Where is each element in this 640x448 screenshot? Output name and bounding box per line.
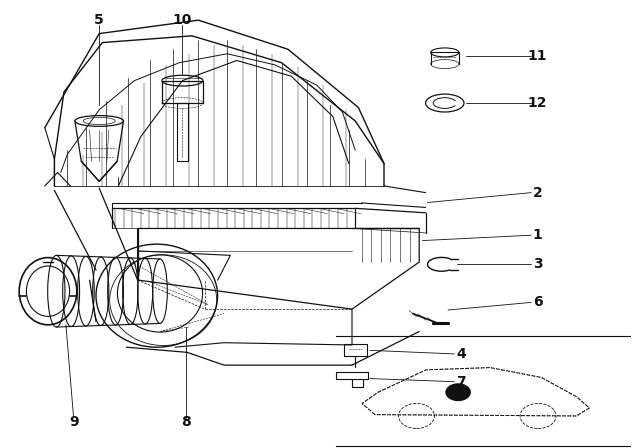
Circle shape <box>445 383 471 401</box>
Text: 9: 9 <box>68 415 79 429</box>
Text: 3: 3 <box>532 257 543 271</box>
Text: 2: 2 <box>532 185 543 200</box>
Text: 4: 4 <box>456 347 466 361</box>
Text: 5: 5 <box>94 13 104 27</box>
Text: 7: 7 <box>456 375 466 389</box>
Text: 6: 6 <box>532 295 543 310</box>
Text: 8: 8 <box>180 415 191 429</box>
Text: 10: 10 <box>173 13 192 27</box>
Text: 11: 11 <box>528 49 547 63</box>
Text: 1: 1 <box>532 228 543 242</box>
Text: 12: 12 <box>528 96 547 110</box>
